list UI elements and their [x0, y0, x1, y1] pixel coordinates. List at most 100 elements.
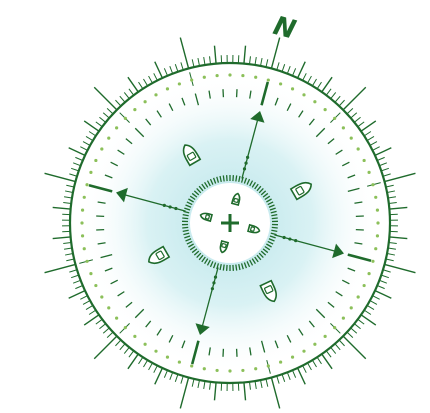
boat-cabin — [155, 250, 165, 261]
outer-tick — [384, 263, 416, 274]
center-tick — [256, 254, 262, 261]
inner-tick — [97, 242, 106, 245]
inner-tick — [260, 340, 266, 353]
outer-tick — [203, 56, 206, 66]
outer-tick — [254, 380, 257, 390]
outer-tick — [63, 202, 72, 204]
outer-tick — [179, 37, 190, 69]
dot-ring-dot — [80, 221, 84, 225]
inner-tick — [286, 334, 292, 343]
dot-ring-dot — [362, 283, 366, 288]
dot-ring-dot — [266, 78, 270, 82]
boat-cabin — [204, 214, 211, 220]
axis-dot — [294, 238, 298, 243]
center-tick — [193, 190, 200, 196]
dot-ring-dot — [89, 170, 93, 174]
dot-ring-dot — [313, 100, 317, 104]
outer-tick — [342, 335, 367, 360]
dot-ring-dot — [313, 342, 317, 346]
inner-tick — [249, 90, 252, 99]
dot-ring-dot — [323, 334, 327, 338]
outer-tick — [357, 121, 365, 128]
inner-tick — [145, 118, 152, 126]
outer-tick — [180, 62, 184, 71]
outer-tick — [180, 375, 184, 384]
outer-tick — [386, 253, 396, 256]
outer-tick — [99, 116, 106, 123]
boat-south — [259, 279, 277, 303]
inner-tick — [134, 308, 145, 319]
outer-tick — [52, 236, 71, 240]
dot-ring-dot — [341, 126, 345, 130]
outer-tick — [64, 253, 74, 256]
center-tick — [184, 207, 191, 211]
center-tick — [258, 252, 264, 258]
center-tick — [269, 207, 276, 211]
outer-tick — [174, 63, 179, 72]
outer-tick — [254, 56, 257, 66]
center-tick — [246, 261, 251, 268]
outer-tick — [372, 146, 380, 151]
outer-tick — [265, 378, 269, 387]
outer-tick — [385, 258, 394, 262]
boat-cabin — [249, 226, 256, 232]
center-tick — [249, 259, 254, 266]
outer-tick — [386, 190, 396, 193]
dot-ring-dot — [254, 75, 258, 79]
outer-tick — [311, 78, 317, 87]
inner-tick — [208, 90, 211, 99]
outer-tick — [66, 184, 75, 188]
outer-tick — [377, 156, 385, 161]
boat-markers — [148, 144, 312, 303]
inner-tick — [145, 320, 152, 328]
inner-tick — [125, 138, 133, 145]
outer-tick — [128, 88, 135, 96]
center-tick — [204, 258, 209, 265]
outer-tick — [68, 147, 86, 157]
outer-tick — [63, 196, 73, 199]
outer-tick — [281, 374, 286, 383]
boat-cabin — [295, 185, 305, 196]
center-tick — [271, 229, 278, 232]
outer-tick — [88, 131, 97, 137]
center-tick — [212, 177, 217, 184]
dot-ring-dot — [279, 82, 283, 86]
outer-tick — [363, 309, 372, 315]
dot-ring-dot — [290, 87, 295, 91]
center-tick — [216, 263, 220, 270]
center-tick — [222, 175, 225, 182]
outer-tick — [191, 59, 195, 68]
center-tick — [196, 188, 202, 194]
dot-ring-dot — [371, 183, 375, 187]
outer-tick — [63, 242, 72, 244]
dot-ring-dot — [154, 93, 158, 97]
center-tick — [256, 185, 262, 192]
dot-ring-dot — [302, 93, 306, 97]
outer-tick — [381, 167, 390, 172]
center-tick — [188, 198, 194, 203]
axis-dot — [288, 237, 292, 241]
outer-tick — [69, 173, 78, 177]
center-tick — [243, 177, 248, 184]
dot-ring-dot — [254, 367, 258, 371]
outer-tick — [260, 57, 263, 67]
outer-tick — [382, 173, 391, 177]
dot-ring-dot — [374, 195, 378, 199]
outer-tick — [80, 146, 88, 151]
outer-tick — [302, 365, 307, 373]
center-tick — [266, 243, 272, 248]
outer-tick — [346, 331, 354, 338]
dot-ring-dot — [202, 75, 206, 79]
inner-tick — [125, 301, 133, 308]
outer-tick — [334, 343, 341, 351]
dot-ring-dot — [290, 355, 295, 359]
outer-tick — [66, 258, 75, 262]
outer-tick — [52, 206, 71, 210]
center-tick — [267, 240, 274, 245]
outer-tick — [63, 247, 73, 250]
center-tick — [249, 180, 254, 187]
outer-tick — [296, 61, 306, 79]
dot-ring-dot — [190, 78, 194, 82]
axis-arrow — [332, 243, 344, 259]
